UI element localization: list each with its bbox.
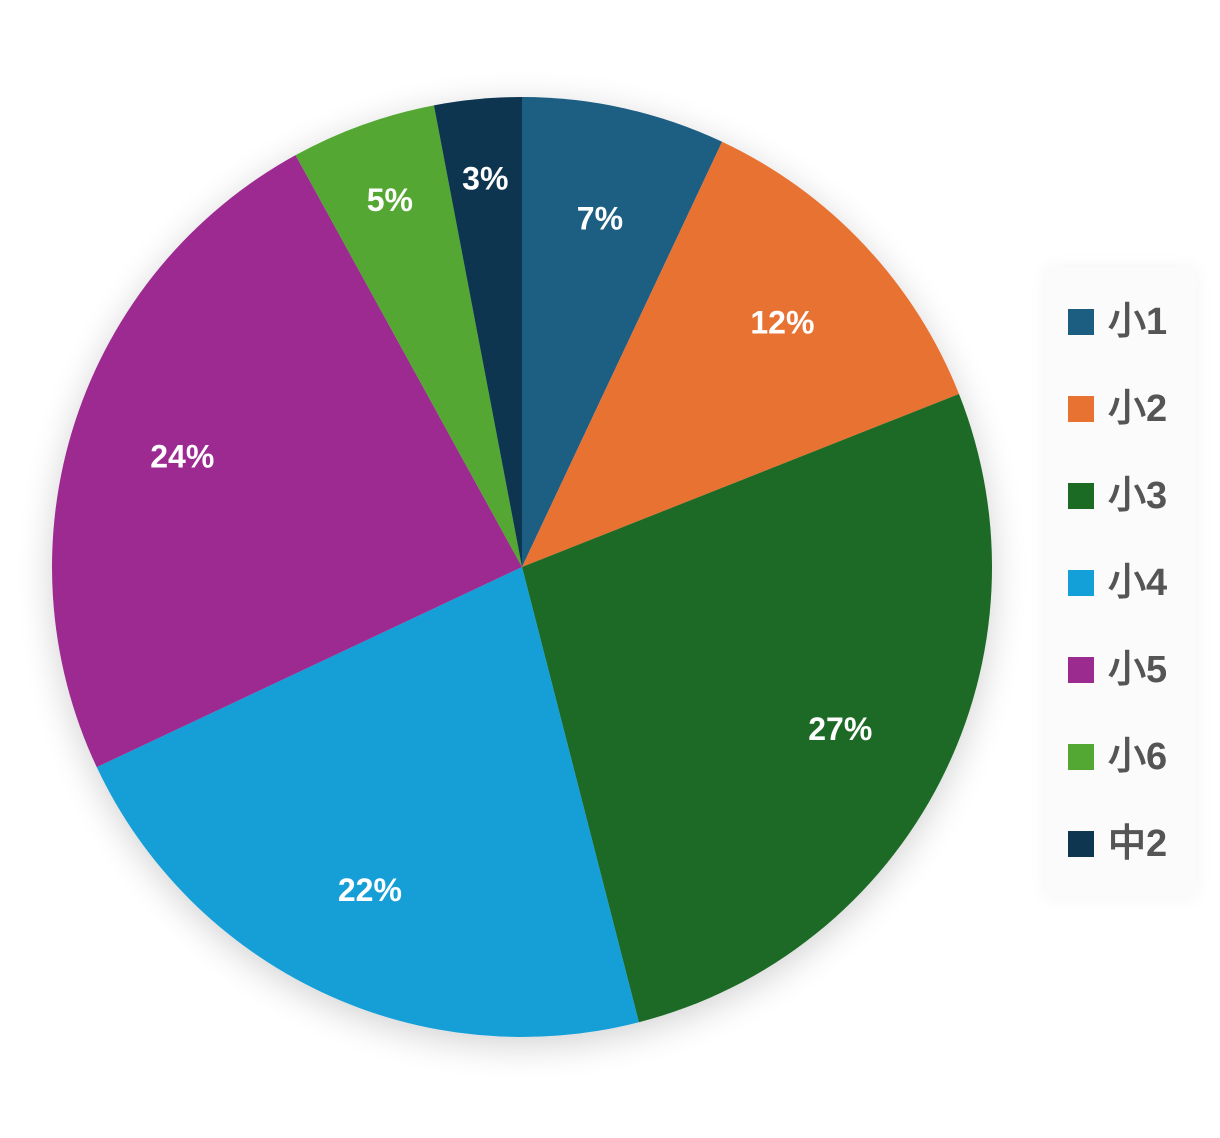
legend-label: 小4 (1108, 561, 1168, 604)
legend-swatch (1068, 308, 1094, 335)
legend-swatch (1068, 395, 1094, 422)
legend-label: 中2 (1108, 822, 1168, 865)
chart-legend: 小1 小2 小3 小4 小5 小6 中2 (1046, 268, 1196, 897)
pie-slice-小1 (522, 97, 723, 567)
legend-swatch (1068, 656, 1094, 683)
data-label-小6: 5% (367, 182, 413, 218)
data-label-中2: 3% (462, 161, 508, 197)
legend-item: 小6 (1046, 713, 1196, 800)
legend-label: 小2 (1108, 387, 1168, 430)
pie-slice-小5 (51, 155, 522, 768)
legend-item: 小5 (1046, 626, 1196, 713)
pie-slices (51, 97, 992, 1037)
pie-slice-小6 (295, 105, 522, 568)
legend-swatch (1068, 569, 1094, 596)
data-label-小1: 7% (577, 200, 623, 236)
pie-slice-小4 (96, 567, 639, 1037)
legend-swatch (1068, 482, 1094, 509)
data-label-小2: 12% (750, 304, 814, 340)
legend-label: 小5 (1108, 648, 1168, 691)
legend-item: 中2 (1046, 800, 1196, 887)
legend-item: 小3 (1046, 452, 1196, 539)
legend-label: 小6 (1108, 735, 1168, 778)
data-label-小4: 22% (338, 872, 402, 908)
legend-item: 小2 (1046, 365, 1196, 452)
legend-label: 小1 (1108, 300, 1168, 343)
legend-swatch (1068, 743, 1094, 770)
pie-slice-小2 (522, 141, 959, 567)
data-label-小5: 24% (150, 439, 214, 475)
data-label-小3: 27% (808, 711, 872, 747)
pie-slice-小3 (522, 393, 992, 1023)
legend-item: 小4 (1046, 539, 1196, 626)
legend-swatch (1068, 830, 1094, 857)
legend-item: 小1 (1046, 278, 1196, 365)
pie-data-labels: 7% 12% 27% 22% 24% 5% 3% (150, 161, 872, 909)
legend-label: 小3 (1108, 474, 1168, 517)
pie-slice-中2 (433, 97, 522, 567)
